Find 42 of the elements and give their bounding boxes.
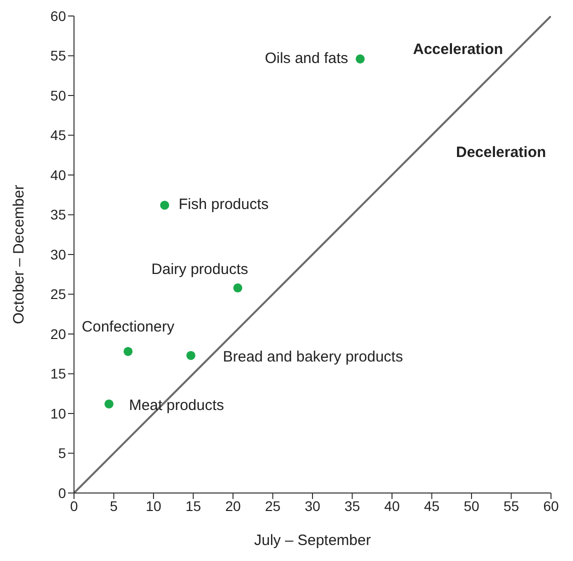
x-axis-title: July – September xyxy=(254,532,371,549)
annotation: Confectionery xyxy=(82,318,175,336)
x-tick-label: 25 xyxy=(264,498,281,514)
annotation: Bread and bakery products xyxy=(222,348,403,366)
annotation: Dairy products xyxy=(151,260,248,278)
y-tick-label: 55 xyxy=(50,48,66,64)
y-tick-label: 50 xyxy=(50,87,66,104)
point xyxy=(124,346,133,356)
y-tick-label: 5 xyxy=(58,445,66,462)
annotation: Oils and fats xyxy=(264,50,348,67)
point xyxy=(104,399,114,408)
y-tick-label: 15 xyxy=(50,366,66,382)
x-tick-label: 45 xyxy=(424,498,440,514)
point xyxy=(233,283,242,292)
y-tick-label: 25 xyxy=(50,286,66,302)
y-tick-label: 20 xyxy=(50,326,66,342)
x-tick-label: 10 xyxy=(146,498,162,514)
y-tick-label: 35 xyxy=(50,206,66,223)
x-tick-label: 0 xyxy=(70,498,78,514)
x-tick-label: 5 xyxy=(110,498,118,514)
point xyxy=(160,200,170,210)
annotation: Fish products xyxy=(178,196,269,214)
annotation: Deceleration xyxy=(456,144,546,161)
x-tick-label: 40 xyxy=(384,498,400,514)
x-tick-label: 50 xyxy=(464,498,480,514)
y-tick-label: 30 xyxy=(50,246,66,262)
x-tick-label: 55 xyxy=(503,498,520,514)
y-tick-label: 10 xyxy=(50,405,66,422)
annotation: Meat products xyxy=(128,396,224,414)
x-tick-label: 35 xyxy=(344,498,360,514)
annotation: Acceleration xyxy=(413,41,504,58)
y-tick-label: 60 xyxy=(50,8,66,24)
y-axis-title: October – December xyxy=(10,184,28,324)
y-tick-label: 45 xyxy=(50,127,66,144)
x-tick-label: 60 xyxy=(543,498,559,514)
x-tick-label: 20 xyxy=(225,498,241,514)
y-tick-label: 0 xyxy=(58,484,66,501)
point xyxy=(186,350,196,360)
point xyxy=(356,54,365,64)
x-tick-label: 30 xyxy=(304,498,320,514)
x-tick-label: 15 xyxy=(185,498,202,514)
y-tick-label: 40 xyxy=(50,166,66,183)
